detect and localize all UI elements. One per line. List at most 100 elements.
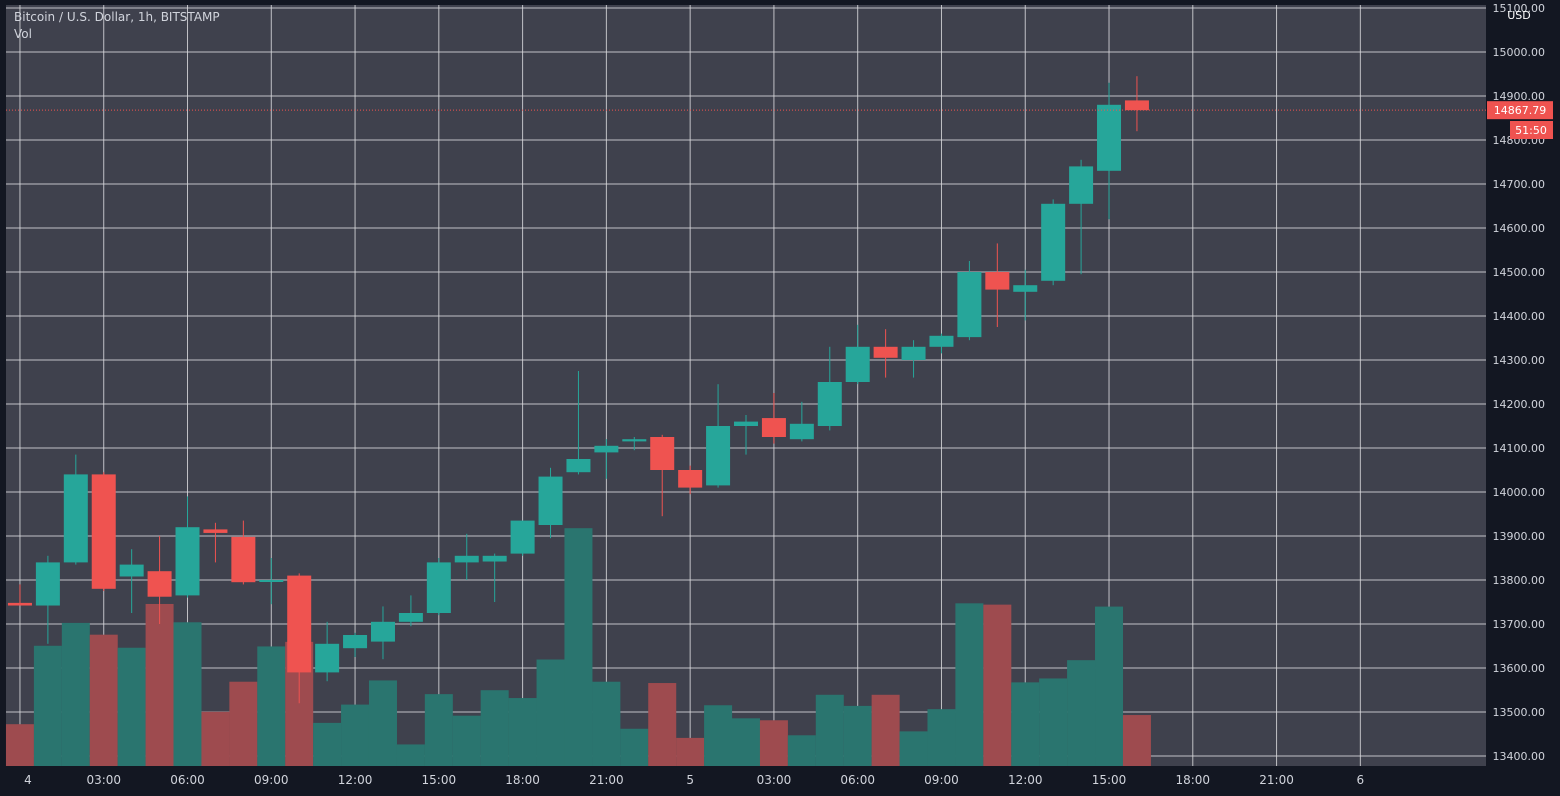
time-tick-label: 15:00 [422,773,457,787]
volume-bar [1011,682,1040,766]
price-tick-label: 15100.00 [1493,2,1546,15]
volume-bar [89,634,118,766]
time-tick-label: 4 [24,773,32,787]
candle-body [147,571,172,597]
candle-body [817,382,842,426]
volume-bar [341,704,370,766]
candle-body [7,602,32,606]
price-tick-label: 13900.00 [1493,530,1546,543]
price-tick-label: 14100.00 [1493,442,1546,455]
volume-bar [61,622,90,766]
symbol-legend[interactable]: Bitcoin / U.S. Dollar, 1h, BITSTAMP [14,10,220,24]
countdown-tag [1510,121,1553,139]
current-price-tag [1487,101,1553,120]
price-scale-labels: USD 14867.79 51:50 [1487,9,1553,139]
time-tick-label: 12:00 [338,773,373,787]
volume-bar [117,647,146,766]
volume-bar [229,681,258,766]
price-tick-label: 13700.00 [1493,618,1546,631]
time-tick-label: 09:00 [254,773,289,787]
candle-body [91,474,116,589]
time-tick-label: 15:00 [1092,773,1127,787]
candle-body [734,421,758,426]
candle-body [482,555,507,562]
candle-body [622,439,647,442]
candle-body [1069,166,1094,204]
candle-body [761,418,786,437]
price-axis[interactable]: 13400.00 13500.00 13600.00 13700.00 13800.00… [1493,2,1546,763]
volume-bar [396,744,425,766]
candle-body [315,643,340,673]
candle-body [119,564,144,577]
time-tick-label: 18:00 [505,773,540,787]
volume-bar [145,603,174,766]
candle-body [538,476,563,525]
candle-body [929,335,954,347]
volume-bar [257,646,286,766]
price-tick-label: 14900.00 [1493,90,1546,103]
candle-body [203,529,228,533]
candle-body [231,536,256,583]
candle-body [873,346,898,358]
candle-body [398,613,423,622]
candle-body [985,272,1010,290]
candle-body [370,621,395,642]
countdown-label: 51:50 [1515,124,1547,137]
candle-body [287,575,312,673]
time-tick-label: 21:00 [1259,773,1294,787]
candles [7,76,1149,704]
volume-bar [536,659,565,766]
time-tick-label: 5 [686,773,694,787]
candle-body [175,527,200,596]
volume-bar [368,680,397,766]
volume-bar [173,622,202,766]
volume-bar [899,731,928,766]
price-tick-label: 14300.00 [1493,354,1546,367]
candle-body [343,635,368,649]
candle-body [1097,104,1122,171]
price-tick-label: 14000.00 [1493,486,1546,499]
candle-body [510,520,535,554]
price-tick-label: 13400.00 [1493,750,1546,763]
volume-bar [313,722,342,766]
candle-body [1041,203,1066,281]
volume-bar [732,718,760,766]
volume-bar [452,715,481,766]
volume-bar [983,604,1012,766]
volume-bar [815,694,844,766]
time-tick-label: 18:00 [1175,773,1210,787]
volume-bar [787,735,816,766]
time-axis[interactable]: 4 03:00 06:00 09:00 12:00 15:00 18:00 21:00 5 03:… [24,773,1364,787]
volume-bar [1039,678,1068,766]
candle-body [678,470,703,488]
volume-bar [1122,715,1151,766]
price-tick-label: 13800.00 [1493,574,1546,587]
price-tick-label: 13500.00 [1493,706,1546,719]
volume-bar [676,737,705,766]
currency-label[interactable]: USD [1507,9,1531,22]
time-tick-label: 21:00 [589,773,624,787]
candle-body [1124,100,1149,111]
volume-bar [564,528,593,766]
candle-body [63,474,88,563]
volume-legend[interactable]: Vol [14,27,32,41]
time-tick-label: 6 [1357,773,1365,787]
candle-body [957,272,982,338]
volume-bars [5,528,1151,766]
time-tick-label: 09:00 [924,773,959,787]
time-tick-label: 12:00 [1008,773,1043,787]
time-tick-label: 03:00 [757,773,792,787]
candle-body [426,562,451,613]
candle-body [901,346,926,360]
volume-bar [955,603,984,766]
volume-bar [1067,660,1096,766]
candle-body [706,426,731,486]
volume-bar [759,720,788,766]
price-pane-background [6,5,1486,766]
volume-bar [592,681,621,766]
volume-bar [480,690,509,766]
current-price-label: 14867.79 [1494,104,1547,117]
price-tick-label: 14500.00 [1493,266,1546,279]
